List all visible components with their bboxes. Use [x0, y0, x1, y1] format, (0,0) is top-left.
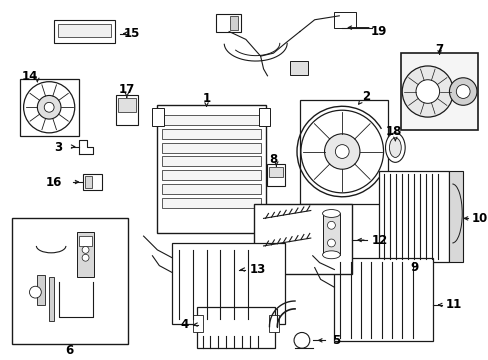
Circle shape — [327, 221, 335, 229]
Ellipse shape — [322, 210, 340, 217]
Bar — [269, 167, 283, 177]
Text: 8: 8 — [269, 153, 277, 166]
Text: 5: 5 — [332, 334, 340, 347]
Text: 14: 14 — [21, 70, 38, 83]
Circle shape — [82, 247, 89, 253]
Bar — [192, 315, 202, 333]
Ellipse shape — [322, 251, 340, 259]
Bar — [196, 307, 275, 348]
Circle shape — [415, 80, 439, 103]
Bar — [258, 108, 270, 126]
Bar — [162, 115, 260, 125]
Bar — [448, 171, 462, 262]
Bar — [401, 53, 477, 130]
Bar — [49, 278, 54, 321]
Bar — [216, 14, 241, 32]
Text: 10: 10 — [471, 212, 488, 225]
Bar — [378, 171, 448, 262]
Text: 1: 1 — [202, 92, 210, 105]
Bar — [152, 108, 164, 126]
Circle shape — [82, 254, 89, 261]
Circle shape — [29, 286, 41, 298]
Text: 4: 4 — [180, 318, 188, 331]
Circle shape — [23, 82, 75, 133]
Text: 11: 11 — [445, 298, 461, 311]
Text: 12: 12 — [371, 234, 387, 247]
Bar — [289, 61, 307, 75]
Text: 2: 2 — [361, 90, 369, 103]
Circle shape — [293, 333, 309, 348]
Bar — [162, 184, 260, 194]
Bar — [157, 105, 265, 233]
Ellipse shape — [385, 133, 405, 162]
Bar — [253, 204, 351, 274]
Circle shape — [37, 95, 61, 119]
Circle shape — [327, 239, 335, 247]
Circle shape — [448, 78, 476, 105]
Circle shape — [324, 134, 359, 169]
Text: 17: 17 — [119, 83, 135, 96]
Bar — [79, 236, 92, 246]
Ellipse shape — [388, 138, 401, 157]
Bar — [37, 275, 45, 305]
Bar — [162, 198, 260, 208]
Bar — [82, 174, 102, 190]
Bar — [172, 243, 285, 324]
Circle shape — [300, 110, 383, 193]
Bar — [230, 16, 238, 30]
Circle shape — [44, 102, 54, 112]
Bar — [322, 213, 340, 255]
Text: 18: 18 — [385, 125, 401, 138]
Bar — [267, 164, 285, 186]
Text: 19: 19 — [370, 25, 386, 38]
Text: 3: 3 — [54, 141, 62, 154]
Bar — [77, 232, 94, 278]
Text: 6: 6 — [65, 344, 74, 357]
Bar — [12, 219, 127, 344]
Bar — [269, 315, 279, 333]
Bar — [334, 12, 355, 28]
Text: 16: 16 — [45, 176, 62, 189]
Bar — [20, 79, 79, 136]
Circle shape — [402, 66, 452, 117]
Text: 15: 15 — [123, 27, 140, 40]
Text: 7: 7 — [435, 43, 443, 56]
Text: 9: 9 — [409, 261, 417, 274]
Bar — [58, 24, 111, 37]
Text: 13: 13 — [249, 263, 265, 276]
Bar — [116, 95, 138, 125]
Bar — [162, 143, 260, 153]
Bar — [162, 129, 260, 139]
Bar — [162, 170, 260, 180]
Bar — [118, 98, 136, 112]
Bar — [299, 100, 387, 204]
Bar — [162, 157, 260, 166]
Bar — [54, 20, 115, 43]
Circle shape — [455, 85, 469, 98]
Circle shape — [335, 145, 348, 158]
Bar — [334, 258, 432, 341]
Bar — [84, 176, 92, 188]
